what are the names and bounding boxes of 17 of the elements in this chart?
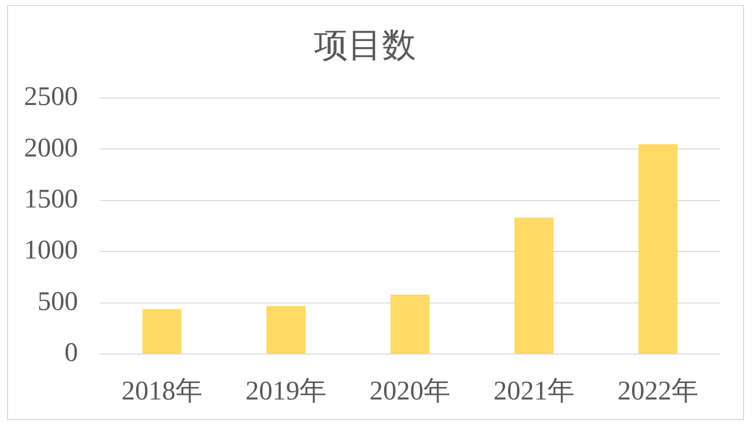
- y-tick-label: 1000: [24, 234, 78, 265]
- y-tick-label: 2500: [24, 81, 78, 112]
- x-tick-label: 2020年: [370, 375, 450, 406]
- bar: [514, 218, 554, 354]
- y-tick-label: 500: [38, 286, 78, 316]
- y-tick-label: 0: [64, 337, 78, 368]
- y-tick-label: 1500: [24, 183, 78, 214]
- x-tick-label: 2021年: [494, 375, 574, 406]
- bar: [266, 306, 306, 354]
- bar: [142, 308, 182, 354]
- chart-title: 项目数: [314, 26, 416, 64]
- bar: [638, 144, 678, 354]
- x-tick-label: 2022年: [618, 375, 698, 406]
- x-tick-label: 2019年: [246, 375, 326, 406]
- y-tick-label: 2000: [24, 132, 78, 162]
- bar: [390, 294, 430, 354]
- x-tick-label: 2018年: [122, 375, 202, 406]
